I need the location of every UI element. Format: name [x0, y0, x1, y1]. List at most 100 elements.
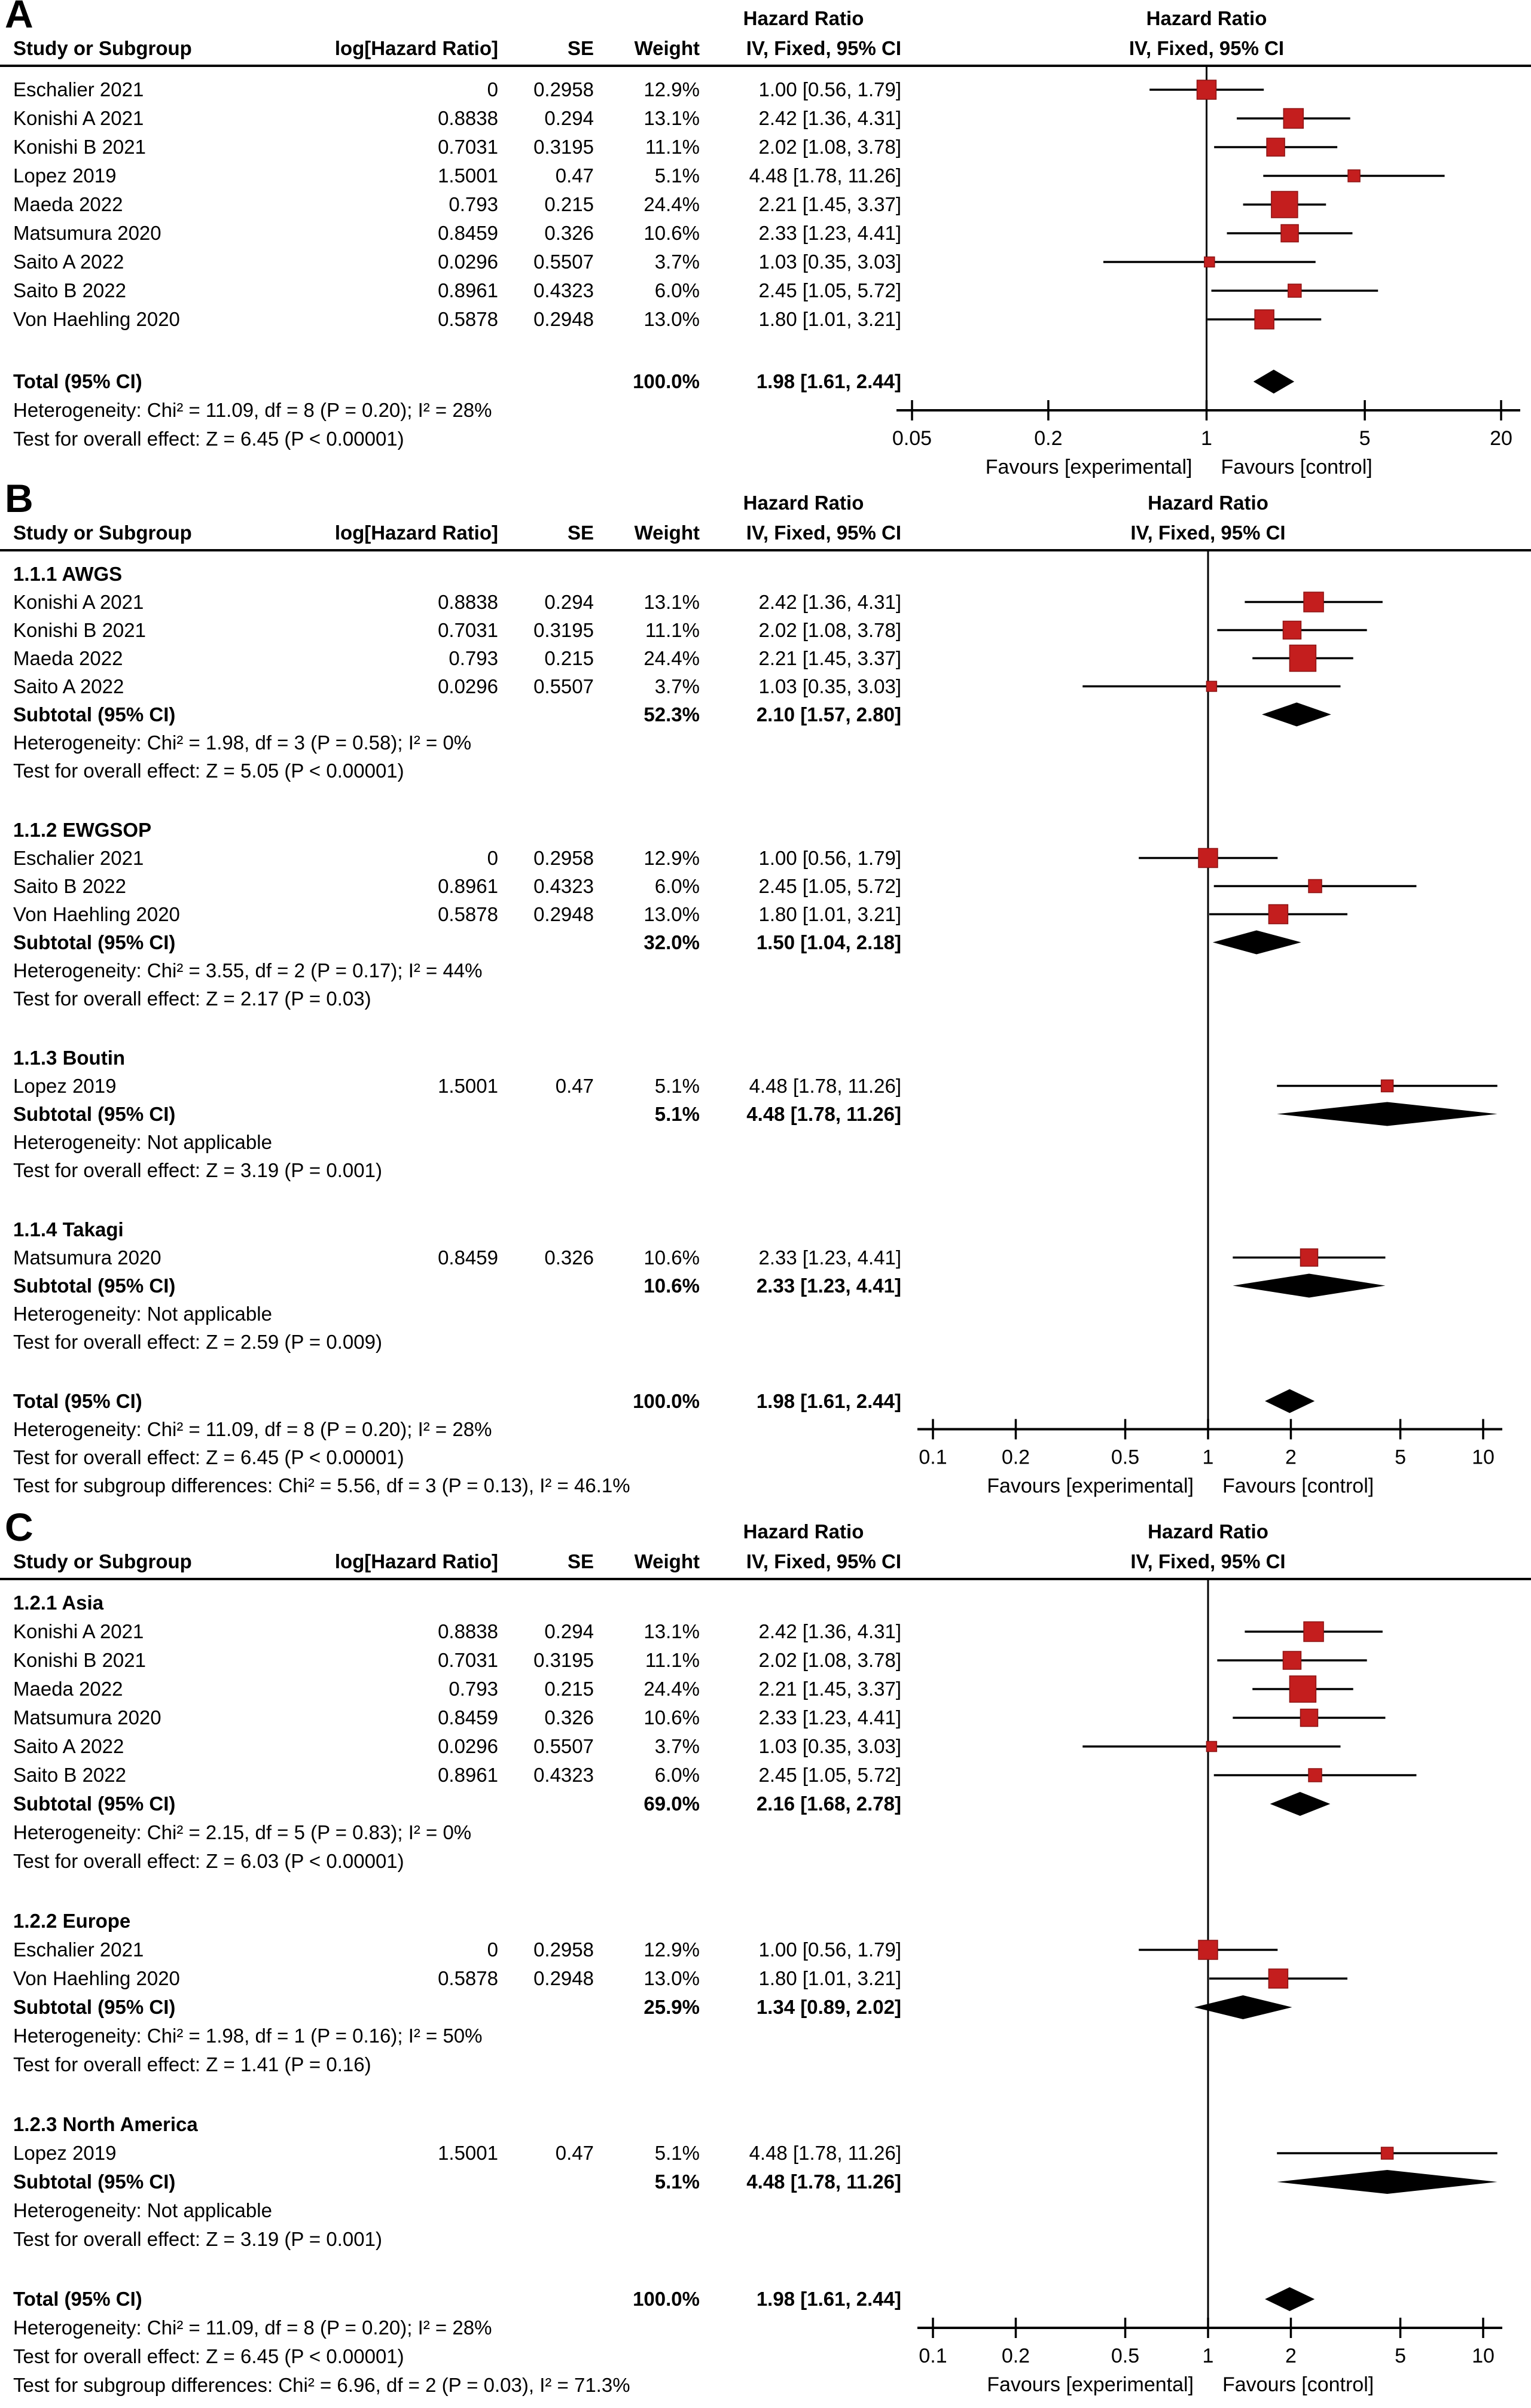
stats-text-row: Test for overall effect: Z = 3.19 (P = 0…: [0, 1156, 909, 1184]
table-row-study: Lopez 2019 1.5001 0.47 5.1% 4.48 [1.78, 11.2…: [0, 2139, 909, 2168]
ci-value: 2.33 [1.23, 4.41]: [758, 1706, 901, 1729]
pooled-label: Total (95% CI): [13, 1390, 142, 1412]
axis-tick-label: 2: [1285, 1446, 1297, 1469]
weight-value: 6.0%: [654, 279, 700, 301]
loghr-value: 0: [487, 78, 498, 100]
col-ci: IV, Fixed, 95% CI: [746, 1550, 901, 1572]
axis-tick-label: 0.5: [1111, 1446, 1139, 1469]
study-name: Matsumura 2020: [13, 1246, 161, 1269]
stats-text: Heterogeneity: Not applicable: [13, 2199, 272, 2221]
loghr-value: 0.8459: [438, 1246, 498, 1269]
panel-a-label: A: [5, 0, 33, 36]
ci-value: 2.21 [1.45, 3.37]: [758, 1678, 901, 1700]
effect-square: [1288, 284, 1302, 298]
se-value: 0.326: [544, 1706, 594, 1729]
pooled-row: Total (95% CI) 100.0% 1.98 [1.61, 2.44]: [0, 2285, 909, 2313]
pooled-weight: 69.0%: [643, 1793, 700, 1815]
stats-text-row: Test for overall effect: Z = 3.19 (P = 0…: [0, 2225, 909, 2254]
weight-value: 5.1%: [654, 1075, 700, 1097]
effect-square: [1204, 256, 1215, 268]
col-loghr: log[Hazard Ratio]: [334, 37, 498, 59]
table-row-study: Lopez 2019 1.5001 0.47 5.1% 4.48 [1.78, 11.2…: [0, 161, 909, 190]
column-header-row-2: Study or Subgroup log[Hazard Ratio] SE Weig…: [0, 518, 1531, 548]
se-value: 0.5507: [533, 251, 594, 273]
pooled-diamond: [1233, 1273, 1386, 1298]
column-header-row-2: Study or Subgroup log[Hazard Ratio] SE Weig…: [0, 1547, 1531, 1577]
col-loghr: log[Hazard Ratio]: [334, 1550, 498, 1572]
se-value: 0.3195: [533, 619, 594, 641]
loghr-value: 1.5001: [438, 1075, 498, 1097]
study-name: Konishi B 2021: [13, 1649, 146, 1671]
loghr-value: 0.0296: [438, 1735, 498, 1757]
weight-value: 11.1%: [645, 1649, 700, 1671]
forest-plot-c: 0.1 0.2 0.5 1 2 5 10 Favours [experimental] Favo…: [917, 1580, 1502, 2396]
stats-text-row: Heterogeneity: Chi² = 1.98, df = 1 (P = …: [0, 2022, 909, 2050]
ci-value: 1.80 [1.01, 3.21]: [758, 903, 901, 925]
axis-tick-label: 2: [1285, 2345, 1297, 2367]
stats-text: Heterogeneity: Chi² = 11.09, df = 8 (P =…: [13, 1418, 492, 1440]
ci-value: 4.48 [1.78, 11.26]: [749, 164, 901, 187]
subgroup-title: 1.1.2 EWGSOP: [13, 819, 152, 841]
table-row-study: Konishi B 2021 0.7031 0.3195 11.1% 2.02 [1.0…: [0, 1646, 909, 1675]
pooled-diamond: [1262, 702, 1331, 727]
study-name: Saito B 2022: [13, 1764, 126, 1786]
stats-text: Heterogeneity: Chi² = 1.98, df = 1 (P = …: [13, 2025, 483, 2047]
axis-tick-label: 0.1: [919, 2345, 947, 2367]
pooled-ci: 1.98 [1.61, 2.44]: [756, 1390, 901, 1412]
stats-text: Heterogeneity: Chi² = 11.09, df = 8 (P =…: [13, 2316, 492, 2339]
ci-value: 2.02 [1.08, 3.78]: [758, 619, 901, 641]
study-name: Von Haehling 2020: [13, 1967, 180, 1989]
pooled-row: Subtotal (95% CI) 69.0% 2.16 [1.68, 2.78]: [0, 1790, 909, 1818]
se-value: 0.2948: [533, 903, 594, 925]
effect-square: [1380, 1079, 1394, 1093]
panel-b: B Hazard Ratio Hazard Ratio Study or Subgr…: [0, 478, 1531, 1513]
table-row-study: Eschalier 2021 0 0.2958 12.9% 1.00 [0.56, 1.…: [0, 844, 909, 872]
axis-tick-label: 10: [1472, 2345, 1495, 2367]
study-name: Konishi B 2021: [13, 136, 146, 158]
loghr-value: 0.8961: [438, 279, 498, 301]
pooled-weight: 5.1%: [654, 1103, 700, 1125]
weight-value: 13.1%: [643, 591, 700, 613]
col-se: SE: [567, 522, 594, 544]
ci-value: 2.02 [1.08, 3.78]: [758, 1649, 901, 1671]
hr-column-title: Hazard Ratio: [743, 7, 864, 29]
subgroup-header-row: 1.2.3 North America: [0, 2110, 909, 2139]
study-name: Von Haehling 2020: [13, 903, 180, 925]
pooled-diamond: [1212, 930, 1301, 955]
stats-text-row: Test for overall effect: Z = 2.59 (P = 0…: [0, 1328, 909, 1356]
axis-tick-label: 1: [1203, 1446, 1214, 1469]
loghr-value: 0.8838: [438, 107, 498, 129]
subgroup-title: 1.1.4 Takagi: [13, 1218, 124, 1240]
effect-square: [1268, 904, 1289, 925]
ci-value: 2.33 [1.23, 4.41]: [758, 222, 901, 244]
effect-square: [1289, 1675, 1317, 1703]
pooled-ci: 1.34 [0.89, 2.02]: [756, 1996, 901, 2018]
stats-text: Test for overall effect: Z = 6.45 (P < 0…: [13, 2345, 404, 2367]
pooled-diamond: [1277, 1102, 1498, 1126]
loghr-value: 0.8838: [438, 1620, 498, 1642]
study-name: Eschalier 2021: [13, 1938, 144, 1961]
pooled-row: Total (95% CI) 100.0% 1.98 [1.61, 2.44]: [0, 1387, 909, 1415]
pooled-label: Subtotal (95% CI): [13, 1275, 176, 1297]
loghr-value: 0.8961: [438, 1764, 498, 1786]
pooled-ci: 1.50 [1.04, 2.18]: [756, 931, 901, 953]
axis-tick-label: 20: [1490, 427, 1512, 450]
favours-left-label: Favours [experimental]: [986, 456, 1193, 478]
stats-text-row: Test for subgroup differences: Chi² = 6.…: [0, 2371, 909, 2400]
pooled-ci: 2.16 [1.68, 2.78]: [756, 1793, 901, 1815]
ci-value: 1.03 [0.35, 3.03]: [758, 675, 901, 697]
loghr-value: 0.8459: [438, 222, 498, 244]
weight-value: 24.4%: [643, 1678, 700, 1700]
column-header-row-1: Hazard Ratio Hazard Ratio: [0, 488, 1531, 518]
study-name: Maeda 2022: [13, 1678, 123, 1700]
stats-text: Test for overall effect: Z = 3.19 (P = 0…: [13, 1159, 382, 1181]
panel-b-label: B: [5, 476, 33, 520]
loghr-value: 0.793: [449, 193, 498, 215]
effect-square: [1280, 224, 1299, 243]
stats-text: Test for overall effect: Z = 6.45 (P < 0…: [13, 1446, 404, 1468]
pooled-ci: 1.98 [1.61, 2.44]: [756, 370, 901, 392]
axis-tick-label: 5: [1359, 427, 1371, 450]
pooled-diamond: [1277, 2170, 1498, 2194]
subgroup-header-row: 1.1.1 AWGS: [0, 560, 909, 588]
weight-value: 10.6%: [643, 222, 700, 244]
